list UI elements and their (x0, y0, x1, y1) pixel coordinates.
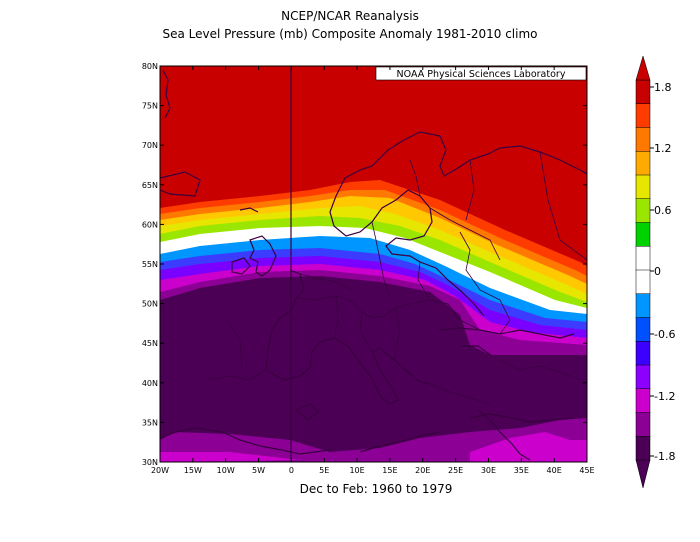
lon-label-15E: 15E (382, 466, 397, 475)
colorbar-swatch (635, 174, 651, 200)
lon-label-0: 0 (289, 466, 294, 475)
colorbar-swatch (635, 103, 651, 129)
lat-label-45N: 45N (142, 339, 158, 348)
colorbar-swatch (635, 388, 651, 414)
lat-label-65N: 65N (142, 181, 158, 190)
lon-label-20W: 20W (151, 466, 169, 475)
colorbar-label: 0.6 (654, 204, 672, 217)
lon-label-35E: 35E (514, 466, 529, 475)
borders (207, 151, 587, 405)
colorbar-label: -1.2 (654, 390, 675, 403)
lon-label-45E: 45E (579, 466, 594, 475)
colorbar-swatch (635, 436, 651, 461)
lon-label-15W: 15W (184, 466, 202, 475)
lat-label-60N: 60N (142, 220, 158, 229)
colorbar-label: 1.2 (654, 142, 672, 155)
lat-label-50N: 50N (142, 300, 158, 309)
lat-label-35N: 35N (142, 418, 158, 427)
colorbar-swatch (635, 151, 651, 176)
lon-label-5E: 5E (319, 466, 329, 475)
colorbar-labels: 1.8 1.2 0.6 0 -0.6 -1.2 -1.8 (650, 81, 675, 463)
lat-label-75N: 75N (142, 102, 158, 111)
map-ticks (159, 65, 588, 463)
coastlines (160, 69, 587, 461)
colorbar-swatch (635, 222, 651, 247)
colorbar-label: -1.8 (654, 450, 675, 463)
title-line2: Sea Level Pressure (mb) Composite Anomal… (162, 27, 538, 41)
lat-label-30N: 30N (142, 458, 158, 467)
colorbar-swatch (635, 293, 651, 319)
colorbar-swatch (635, 246, 651, 271)
colorbar-swatch (635, 198, 651, 224)
colorbar-swatch (635, 317, 651, 342)
colorbar-bottom-arrow (635, 459, 651, 489)
colorbar-swatch (635, 341, 651, 366)
colorbar-swatch (635, 269, 651, 295)
lon-label-30E: 30E (481, 466, 496, 475)
lon-label-5W: 5W (252, 466, 265, 475)
colorbar-label: 0 (654, 265, 661, 278)
lat-label-40N: 40N (142, 379, 158, 388)
lat-label-80N: 80N (142, 62, 158, 71)
colorbar-swatch (635, 127, 651, 152)
colorbar-swatch (635, 364, 651, 390)
band-south-2 (160, 432, 587, 462)
colorbar-label: 1.8 (654, 81, 672, 94)
latitude-labels: 30N 35N 40N 45N 50N 55N 60N 65N 70N 75N 80N (142, 62, 158, 467)
lon-label-20E: 20E (415, 466, 430, 475)
colorbar-swatch (635, 412, 651, 437)
credit-box (375, 66, 587, 81)
lon-label-25E: 25E (448, 466, 463, 475)
lat-label-70N: 70N (142, 141, 158, 150)
lon-label-40E: 40E (547, 466, 562, 475)
period-label: Dec to Feb: 1960 to 1979 (299, 482, 453, 496)
lat-label-55N: 55N (142, 260, 158, 269)
credit-text: NOAA Physical Sciences Laboratory (397, 69, 566, 80)
colorbar (635, 55, 651, 489)
title-line1: NCEP/NCAR Reanalysis (281, 9, 419, 23)
lon-label-10E: 10E (349, 466, 364, 475)
lon-label-10W: 10W (217, 466, 235, 475)
longitude-labels: 20W 15W 10W 5W 0 5E 10E 15E 20E 25E 30E 35E 40E 45E (151, 466, 595, 475)
colorbar-swatch (635, 79, 651, 105)
colorbar-top-arrow (635, 55, 651, 81)
colorbar-label: -0.6 (654, 328, 675, 341)
band-red (160, 66, 587, 266)
